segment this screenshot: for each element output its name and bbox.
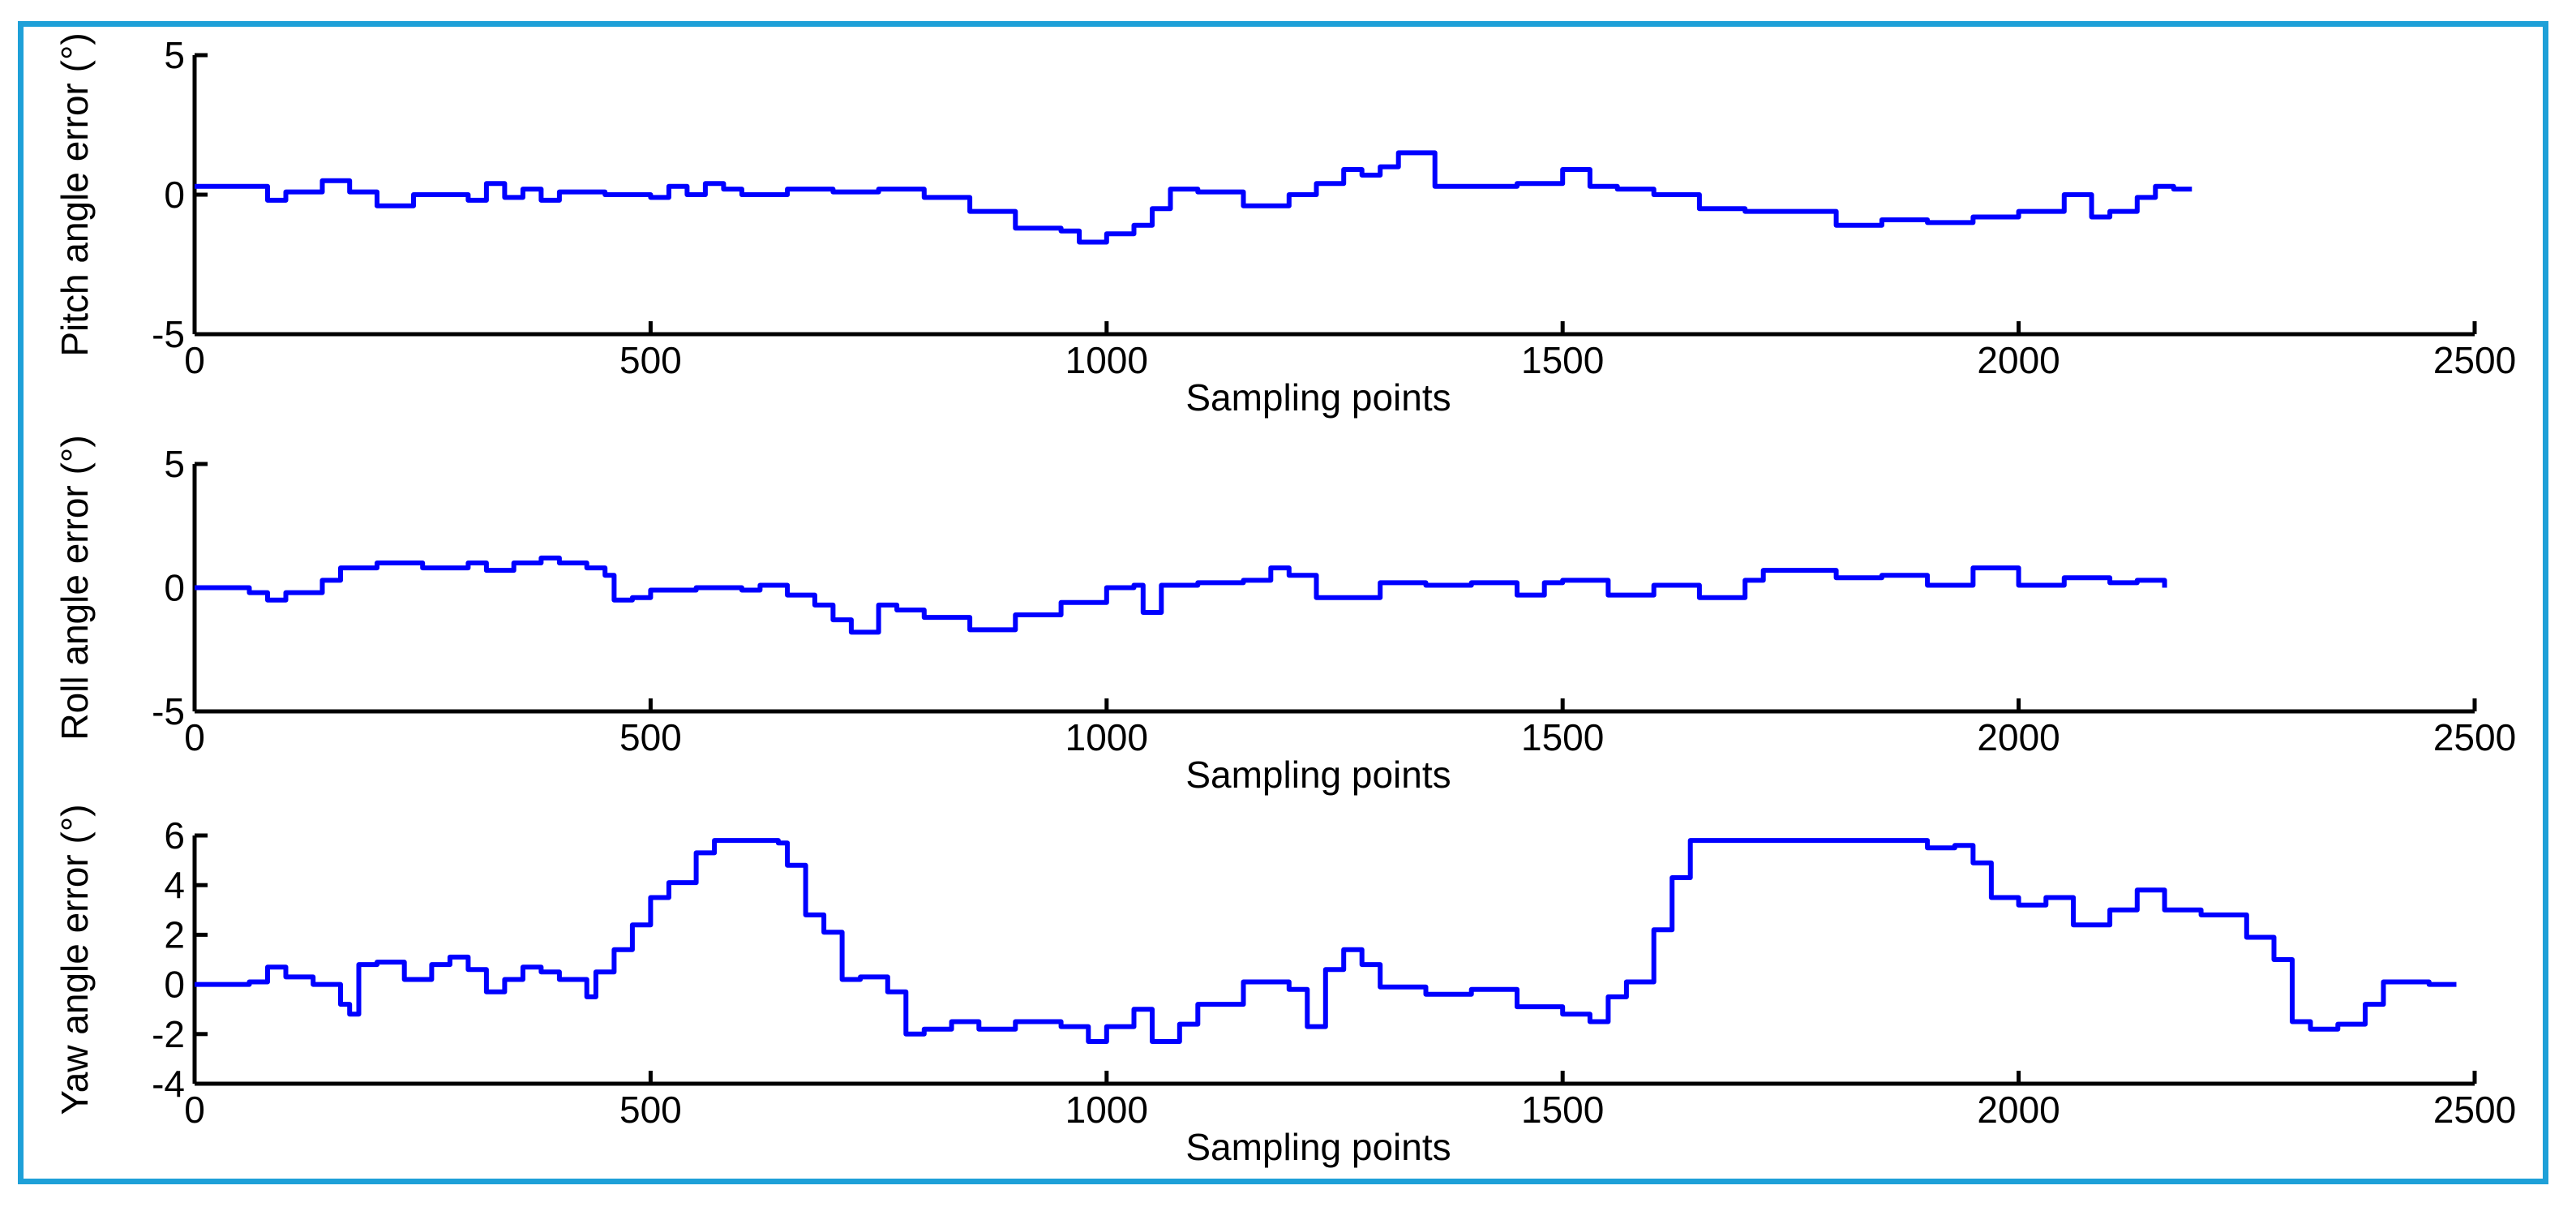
- chart-1-x-tick-label: 2500: [2433, 716, 2516, 758]
- chart-0-x-axis-label: Sampling points: [1185, 376, 1451, 419]
- chart-0-y-tick-label: -5: [152, 313, 185, 355]
- chart-1-y-tick-label: 0: [164, 567, 185, 609]
- chart-1-y-axis-label: Roll angle error (°): [54, 435, 96, 740]
- chart-2-y-tick-label: 0: [164, 964, 185, 1006]
- chart-1-x-tick-label: 1500: [1521, 716, 1604, 758]
- chart-0-y-axis-label: Pitch angle error (°): [54, 32, 96, 356]
- chart-2-y-tick-label: 2: [164, 913, 185, 956]
- chart-2-x-tick-label: 0: [184, 1089, 205, 1131]
- chart-2-x-axis-label: Sampling points: [1185, 1126, 1451, 1168]
- chart-0-y-tick-label: 5: [164, 34, 185, 76]
- chart-2-series-line-0: [195, 838, 2457, 1044]
- chart-0-x-tick-label: 1000: [1065, 339, 1148, 381]
- chart-0-x-tick-label: 0: [184, 339, 205, 381]
- chart-0-series-line-0: [195, 150, 2192, 245]
- chart-0-y-tick-label: 0: [164, 174, 185, 216]
- chart-2-y-tick-label: 4: [164, 864, 185, 906]
- chart-1-series-line-0: [195, 555, 2167, 635]
- chart-0-x-tick-label: 500: [619, 339, 682, 381]
- figure-frame: [18, 21, 2548, 1184]
- chart-2-y-tick-label: -4: [152, 1063, 185, 1105]
- chart-2-x-tick-label: 2000: [1977, 1089, 2060, 1131]
- chart-2-x-tick-label: 500: [619, 1089, 682, 1131]
- chart-0-x-tick-label: 2500: [2433, 339, 2516, 381]
- chart-2-y-tick-label: 6: [164, 814, 185, 857]
- chart-1-x-axis-label: Sampling points: [1185, 754, 1451, 796]
- chart-0-x-tick-label: 2000: [1977, 339, 2060, 381]
- chart-2-y-tick-label: -2: [152, 1013, 185, 1055]
- chart-2-x-tick-label: 1000: [1065, 1089, 1148, 1131]
- chart-1-x-tick-label: 2000: [1977, 716, 2060, 758]
- chart-1-y-tick-label: 5: [164, 443, 185, 485]
- chart-1-x-tick-label: 1000: [1065, 716, 1148, 758]
- chart-1-x-tick-label: 0: [184, 716, 205, 758]
- chart-1-y-tick-label: -5: [152, 690, 185, 732]
- chart-2-y-axis-label: Yaw angle error (°): [54, 804, 96, 1115]
- chart-0-x-tick-label: 1500: [1521, 339, 1604, 381]
- chart-2-x-tick-label: 1500: [1521, 1089, 1604, 1131]
- chart-1-x-tick-label: 500: [619, 716, 682, 758]
- chart-2-x-tick-label: 2500: [2433, 1089, 2516, 1131]
